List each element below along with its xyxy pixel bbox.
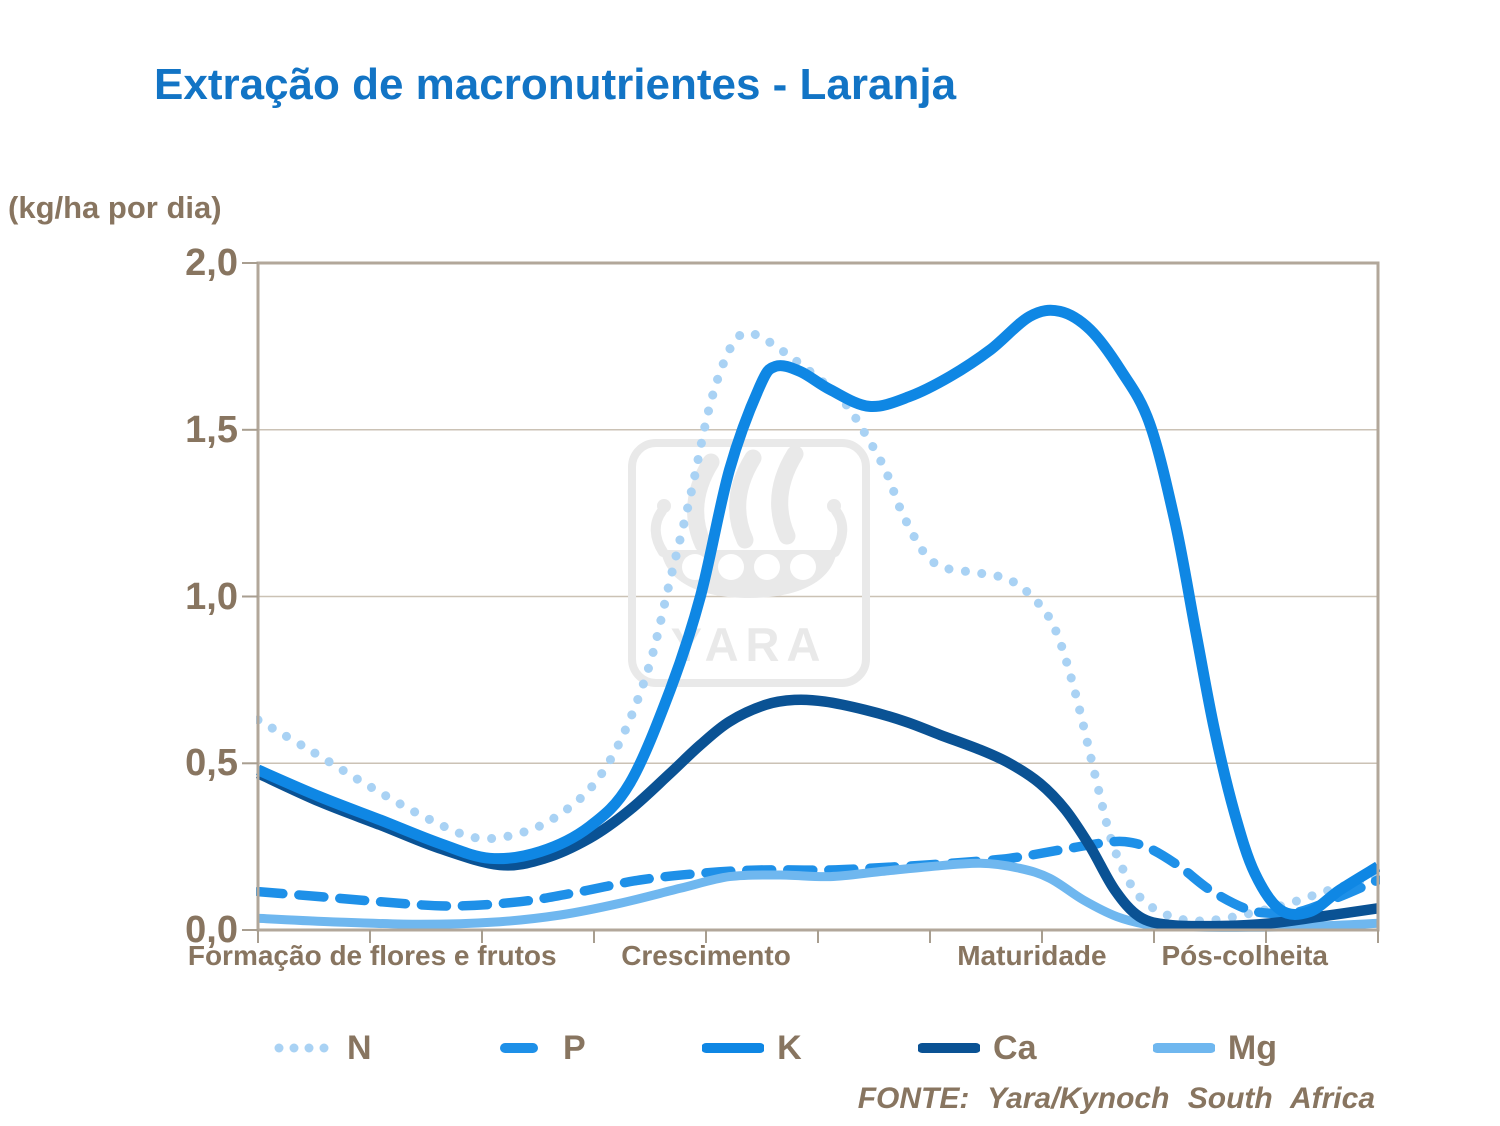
legend-swatch-Ca-icon: [918, 1043, 981, 1053]
x-axis-category-label: Formação de flores e frutos: [187, 940, 557, 971]
series-line-Mg: [257, 858, 1379, 932]
yara-watermark: YARA: [628, 439, 870, 687]
x-axis-category-label: Pós-colheita: [1161, 940, 1328, 971]
legend-label-N: N: [347, 1028, 372, 1067]
legend-swatch-Mg-icon: [1152, 1043, 1215, 1053]
x-axis-category-label: Maturidade: [957, 940, 1107, 971]
y-axis-tick-label: 0,0: [185, 909, 238, 951]
chart-legend: N P K Ca Mg: [272, 1022, 1277, 1074]
chart-title: Extração de macronutrientes - Laranja: [154, 60, 957, 109]
y-axis-tick-label: 2,0: [185, 242, 238, 284]
y-axis-unit-label: (kg/ha por dia): [8, 190, 222, 225]
watermark-frame: [628, 439, 870, 687]
series-line-K: [256, 304, 1380, 920]
source-note: FONTE: Yara/Kynoch South Africa: [857, 1082, 1375, 1115]
legend-label-Mg: Mg: [1227, 1028, 1277, 1067]
axis-ticks: [242, 262, 1379, 943]
legend-label-K: K: [777, 1028, 802, 1067]
y-axis-tick-label: 1,5: [185, 408, 238, 451]
legend-swatch-P-icon: [499, 1043, 538, 1053]
legend-swatch-K-icon: [702, 1043, 765, 1053]
legend-swatch-N-icon: [274, 1043, 329, 1053]
legend-item-P: P: [488, 1029, 586, 1068]
y-axis-tick-label: 0,5: [185, 742, 238, 785]
legend-item-Ca: Ca: [918, 1028, 1037, 1068]
series-line-Ca: [256, 694, 1379, 932]
y-axis-tick-label: 1,0: [185, 575, 238, 618]
legend-item-K: K: [702, 1029, 802, 1068]
legend-item-N: N: [272, 1029, 372, 1068]
legend-item-Mg: Mg: [1152, 1028, 1277, 1068]
series-curves: [256, 304, 1380, 932]
legend-label-Ca: Ca: [993, 1028, 1037, 1067]
series-line-N: [256, 328, 1380, 926]
legend-label-P: P: [562, 1028, 586, 1067]
x-axis-category-label: Crescimento: [621, 940, 791, 971]
